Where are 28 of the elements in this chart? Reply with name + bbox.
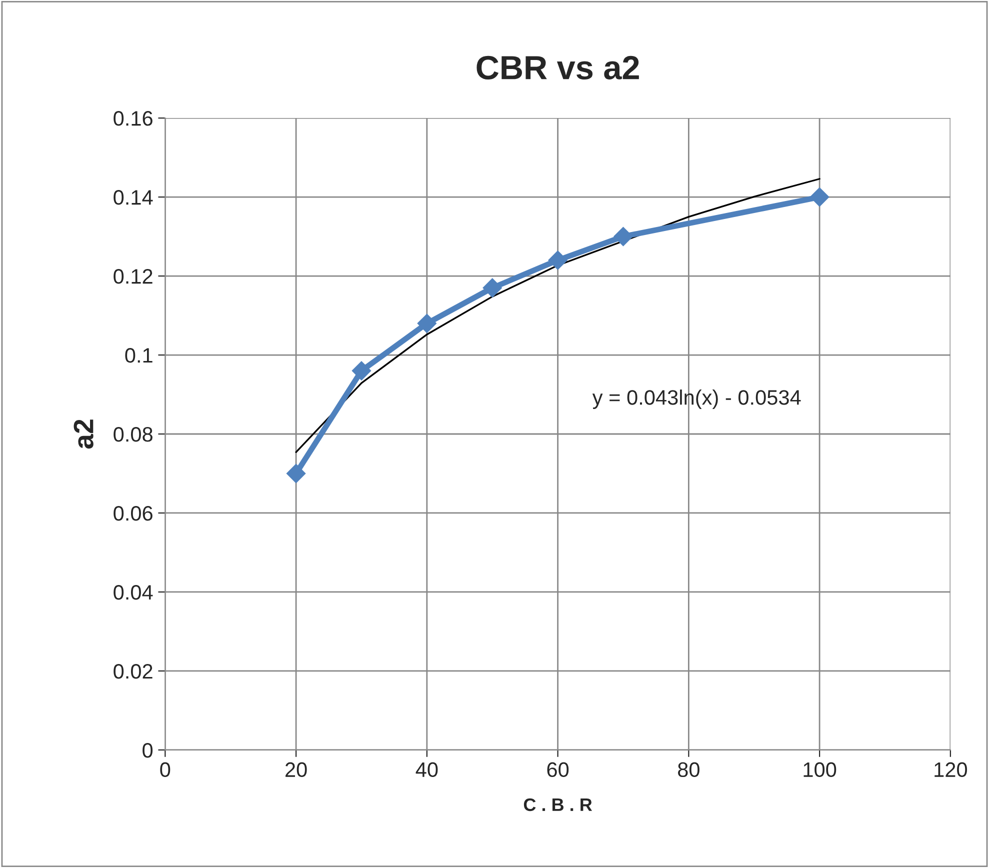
y-tick-label: 0.16 [114, 111, 152, 126]
line-series [295, 178, 820, 453]
y-tick-label: 0.14 [114, 190, 153, 205]
point [352, 361, 372, 380]
y-tick-label: 0.06 [114, 506, 152, 521]
annotation: y = 0.043ln(x) - 0.0534 [592, 390, 801, 409]
x-tick-label: 60 [547, 762, 569, 778]
point [482, 278, 502, 298]
point [548, 250, 568, 270]
point [614, 226, 633, 246]
x-axis-title: C . B . R [524, 798, 592, 812]
y-tick-label: 0.12 [114, 269, 152, 284]
x-tick-label: 100 [804, 762, 836, 778]
y-tick-label: 0.04 [114, 584, 153, 600]
point [286, 464, 306, 484]
x-tick-label: 80 [678, 762, 700, 778]
x-tick-label: 0 [160, 762, 170, 778]
point [417, 314, 436, 333]
x-tick-label: 40 [416, 762, 438, 778]
y-axis-title: a2 [74, 420, 94, 449]
y-tick-label: 0.08 [114, 427, 152, 442]
point [810, 188, 830, 207]
y-tick-label: 0.02 [114, 664, 152, 679]
x-tick-label: 20 [286, 762, 307, 778]
x-tick-label: 120 [934, 762, 967, 778]
chart-title: CBR vs a2 [476, 56, 639, 80]
y-tick-label: 0.1 [125, 348, 152, 363]
y-tick-label: 0 [142, 742, 153, 758]
